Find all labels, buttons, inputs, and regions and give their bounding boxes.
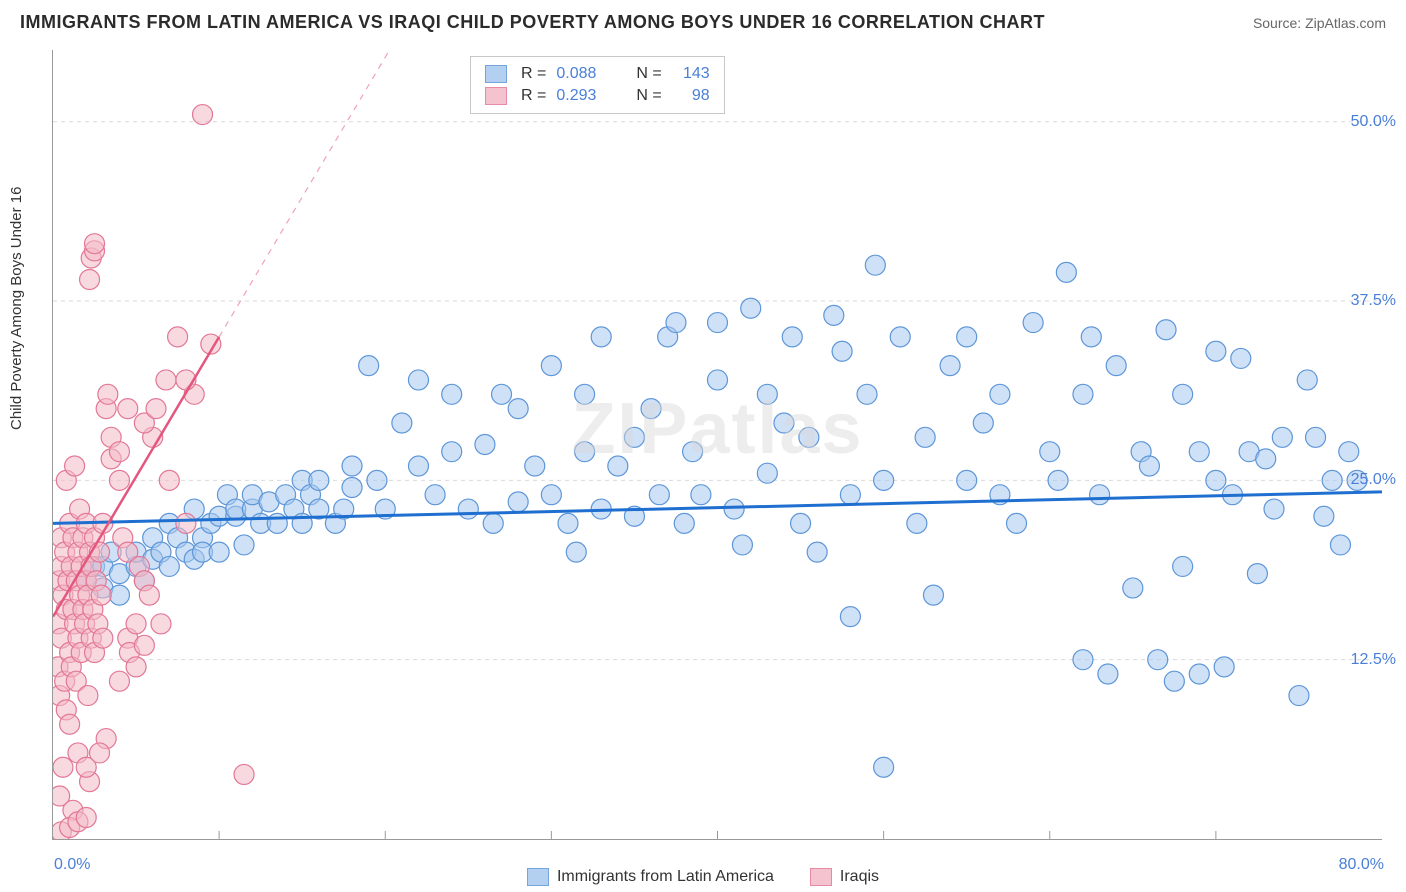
legend-swatch — [485, 65, 507, 83]
stat-r-label: R = — [521, 87, 546, 105]
y-tick-label: 37.5% — [1351, 292, 1396, 310]
legend-swatch — [485, 87, 507, 105]
stats-row: R = 0.293 N = 98 — [485, 85, 710, 107]
y-axis-label: Child Poverty Among Boys Under 16 — [8, 187, 25, 430]
source-label: Source: ZipAtlas.com — [1253, 15, 1386, 31]
legend-swatch — [527, 868, 549, 886]
stat-r-label: R = — [521, 65, 546, 83]
y-tick-label: 50.0% — [1351, 113, 1396, 131]
stat-n-label: N = — [636, 87, 661, 105]
legend-label: Iraqis — [840, 868, 879, 886]
stat-n-value: 98 — [672, 87, 710, 105]
stat-r-value: 0.088 — [556, 65, 612, 83]
stat-n-label: N = — [636, 65, 661, 83]
chart-title: IMMIGRANTS FROM LATIN AMERICA VS IRAQI C… — [20, 12, 1045, 33]
y-tick-label: 25.0% — [1351, 471, 1396, 489]
series-legend: Immigrants from Latin America Iraqis — [0, 868, 1406, 886]
stat-r-value: 0.293 — [556, 87, 612, 105]
legend-item: Iraqis — [810, 868, 879, 886]
legend-swatch — [810, 868, 832, 886]
stat-n-value: 143 — [672, 65, 710, 83]
legend-label: Immigrants from Latin America — [557, 868, 774, 886]
y-tick-label: 12.5% — [1351, 651, 1396, 669]
stats-legend: R = 0.088 N = 143 R = 0.293 N = 98 — [470, 56, 725, 114]
stats-row: R = 0.088 N = 143 — [485, 63, 710, 85]
scatter-plot — [53, 50, 1382, 839]
legend-item: Immigrants from Latin America — [527, 868, 774, 886]
plot-area: ZIPatlas — [52, 50, 1382, 840]
